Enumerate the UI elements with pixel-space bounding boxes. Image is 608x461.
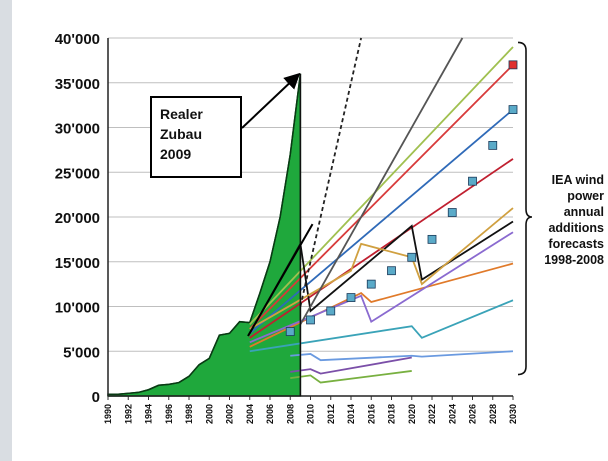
marker-1-0	[508, 60, 518, 70]
x-tick-label-0: 1990	[103, 404, 113, 424]
marker-0-0	[285, 327, 295, 336]
x-tick-label-17: 2024	[447, 404, 457, 424]
side-label-line-1: IEA wind	[551, 173, 604, 187]
y-tick-label-0: 0	[92, 389, 100, 406]
marker-0-6	[407, 252, 417, 262]
marker-0-2	[326, 306, 336, 316]
x-tick-label-14: 2018	[387, 404, 397, 424]
x-tick-label-10: 2010	[306, 404, 316, 424]
x-tick-label-6: 2002	[225, 404, 235, 424]
side-label-line-3: annual	[563, 205, 604, 219]
side-label-line-4: additions	[548, 221, 604, 235]
x-tick-label-3: 1996	[164, 404, 174, 424]
x-tick-label-15: 2020	[407, 404, 417, 424]
forecast-series-0	[290, 350, 514, 362]
actual-additions-area	[107, 73, 302, 397]
x-tick-label-13: 2016	[366, 404, 376, 424]
y-tick-label-8: 40'000	[55, 31, 100, 48]
forecast-series-3	[249, 299, 514, 353]
left-border-strip	[0, 0, 12, 461]
forecast-side-label: IEA wind power annual additions forecast…	[528, 172, 604, 268]
x-tick-label-8: 2006	[265, 404, 275, 424]
forecast-bracket	[517, 41, 533, 376]
marker-0-9	[468, 176, 477, 186]
x-tick-label-2: 1994	[144, 404, 154, 424]
side-label-line-6: 1998-2008	[544, 253, 604, 267]
marker-0-7	[427, 234, 437, 244]
marker-0-10	[488, 140, 498, 150]
x-tick-label-18: 2026	[468, 404, 478, 424]
y-tick-label-3: 15'000	[55, 255, 100, 272]
annotation-arrows	[241, 72, 314, 337]
x-tick-label-7: 2004	[245, 404, 255, 424]
marker-0-11	[508, 105, 518, 114]
tick-labels: 0 5'000 10'000 15'000 20'000 25'000 30'000 35'0…	[55, 31, 518, 424]
y-tick-label-7: 35'000	[55, 76, 100, 93]
annotation-box: Realer Zubau 2009	[150, 96, 242, 178]
marker-0-3	[346, 293, 356, 302]
y-tick-label-5: 25'000	[55, 165, 100, 182]
x-tick-label-19: 2028	[488, 404, 498, 424]
forecast-series-9	[249, 46, 514, 326]
annotation-line-2: Zubau	[160, 126, 202, 142]
forecast-series-13	[299, 37, 464, 325]
x-tick-label-4: 1998	[184, 404, 194, 424]
marker-0-4	[366, 279, 376, 289]
x-tick-label-16: 2022	[427, 404, 437, 424]
annotation-line-1: Realer	[160, 106, 203, 122]
x-tick-label-5: 2000	[204, 404, 214, 424]
axes	[107, 38, 514, 400]
forecast-series-12	[299, 37, 363, 307]
y-tick-label-6: 30'000	[55, 121, 100, 138]
marker-0-1	[306, 315, 315, 325]
forecast-series-5	[249, 231, 514, 344]
forecast-markers	[285, 60, 518, 336]
y-tick-label-4: 20'000	[55, 210, 100, 227]
x-tick-label-12: 2014	[346, 404, 356, 424]
forecast-series-11	[249, 207, 514, 330]
forecast-series-1	[290, 356, 412, 375]
x-tick-label-9: 2008	[285, 404, 295, 424]
annotation-line-3: 2009	[160, 146, 192, 162]
annotation-arrow-upper	[241, 72, 301, 129]
y-tick-label-1: 5'000	[63, 344, 100, 361]
actual-line	[108, 73, 302, 395]
x-tick-label-20: 2030	[508, 404, 518, 424]
y-tick-label-2: 10'000	[55, 300, 100, 317]
forecast-lines	[248, 37, 514, 384]
forecast-series-7	[249, 108, 514, 335]
marker-0-8	[447, 208, 457, 217]
side-label-line-5: forecasts	[548, 237, 604, 251]
forecast-series-2	[290, 370, 412, 384]
forecast-series-8	[249, 64, 514, 330]
x-tick-label-1: 1992	[123, 404, 133, 424]
marker-0-5	[387, 266, 396, 276]
annotation-arrow-lower	[247, 223, 314, 337]
side-label-line-2: power	[567, 189, 604, 203]
bracket-path	[517, 41, 533, 376]
x-tick-label-11: 2012	[326, 404, 336, 424]
